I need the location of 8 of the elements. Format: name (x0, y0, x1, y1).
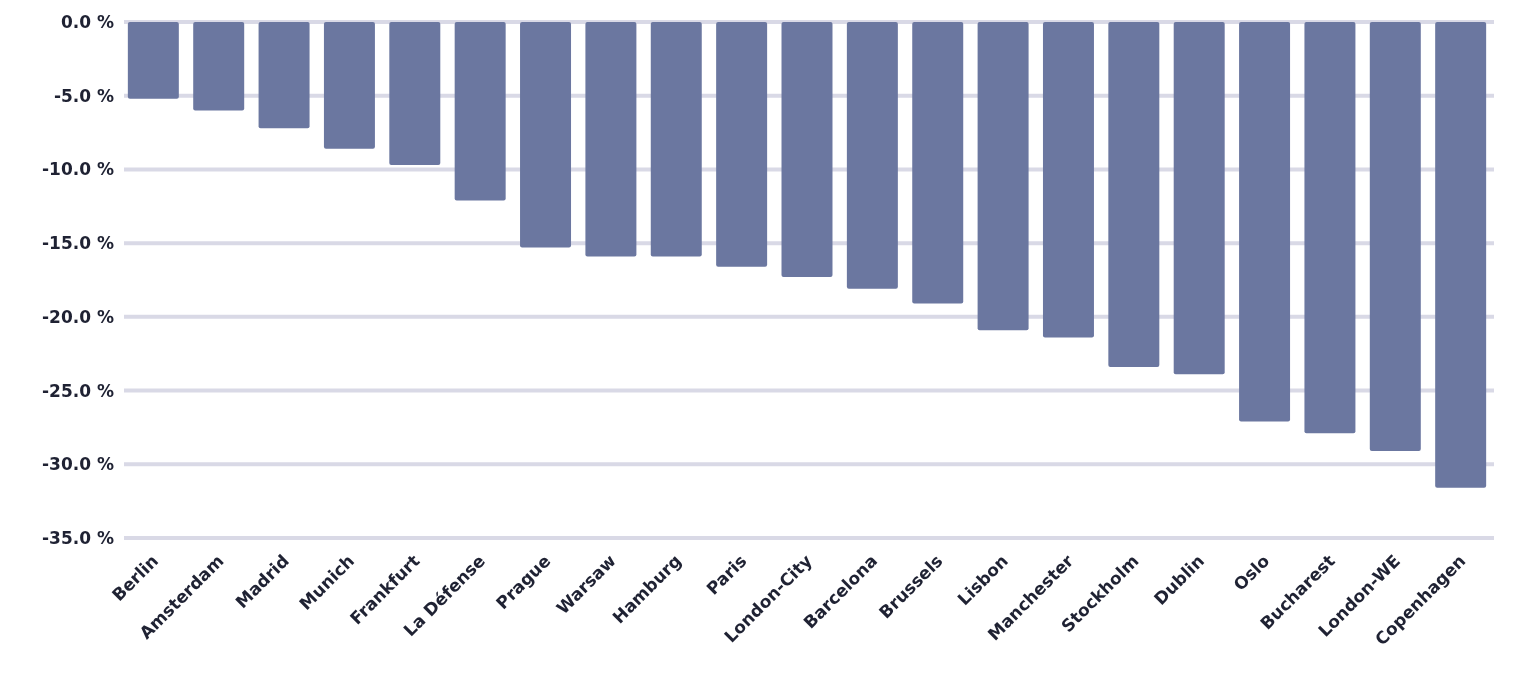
y-tick-label: -5.0 % (53, 85, 114, 106)
y-tick-label: 0.0 % (60, 11, 114, 32)
y-tick-label: -35.0 % (42, 527, 114, 548)
y-tick-label: -30.0 % (42, 454, 114, 475)
y-tick-label: -25.0 % (42, 380, 114, 401)
y-tick-label: -15.0 % (42, 233, 114, 254)
y-tick-label: -20.0 % (42, 306, 114, 327)
y-tick-label: -10.0 % (42, 159, 114, 180)
